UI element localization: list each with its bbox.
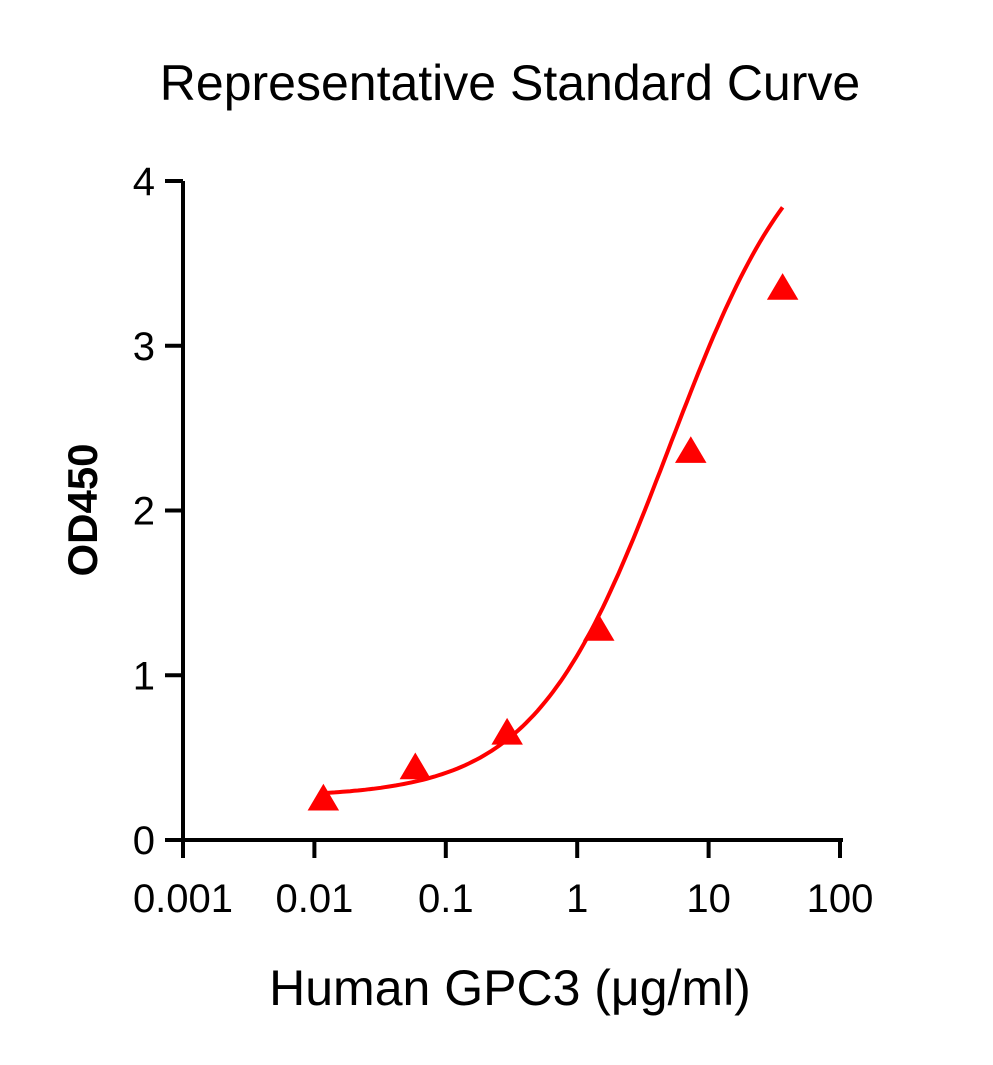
data-point-triangle [766, 273, 799, 300]
y-tick-label: 2 [133, 490, 155, 534]
data-point-triangle [399, 752, 432, 780]
data-points [307, 273, 799, 811]
data-point-triangle [307, 783, 340, 811]
y-tick-label: 0 [133, 819, 155, 863]
data-point-triangle [491, 717, 523, 745]
x-axis-label: Human GPC3 (μg/ml) [269, 960, 751, 1016]
chart-title: Representative Standard Curve [160, 55, 860, 111]
y-axis-label: OD450 [59, 443, 106, 576]
x-tick-label: 10 [686, 877, 731, 921]
y-ticks: 0 1 2 3 4 [133, 160, 183, 863]
x-tick-label: 0.01 [275, 877, 353, 921]
data-point-triangle [675, 436, 707, 463]
x-tick-label: 0.001 [133, 877, 233, 921]
x-tick-label: 1 [566, 877, 588, 921]
x-tick-label: 100 [807, 877, 874, 921]
y-tick-label: 4 [133, 160, 155, 204]
fit-curve [323, 206, 785, 796]
x-ticks: 0.001 0.01 0.1 1 10 100 [133, 840, 873, 921]
y-tick-label: 3 [133, 325, 155, 369]
x-tick-label: 0.1 [418, 877, 474, 921]
y-tick-label: 1 [133, 654, 155, 698]
data-point-triangle [583, 614, 615, 641]
